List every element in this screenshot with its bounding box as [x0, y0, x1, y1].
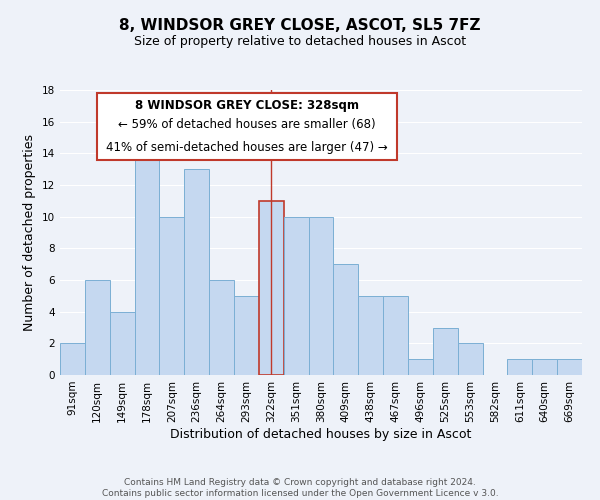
Bar [259, 201, 284, 375]
Bar [85, 280, 110, 375]
Bar [557, 359, 582, 375]
Bar [308, 216, 334, 375]
Text: Contains HM Land Registry data © Crown copyright and database right 2024.
Contai: Contains HM Land Registry data © Crown c… [101, 478, 499, 498]
Text: 8 WINDSOR GREY CLOSE: 328sqm: 8 WINDSOR GREY CLOSE: 328sqm [134, 98, 359, 112]
Bar [184, 169, 209, 375]
Bar [383, 296, 408, 375]
Text: 41% of semi-detached houses are larger (47) →: 41% of semi-detached houses are larger (… [106, 142, 388, 154]
Text: 8, WINDSOR GREY CLOSE, ASCOT, SL5 7FZ: 8, WINDSOR GREY CLOSE, ASCOT, SL5 7FZ [119, 18, 481, 32]
Bar [160, 216, 184, 375]
FancyBboxPatch shape [97, 93, 397, 160]
Bar [234, 296, 259, 375]
Bar [408, 359, 433, 375]
Text: Size of property relative to detached houses in Ascot: Size of property relative to detached ho… [134, 35, 466, 48]
Bar [134, 138, 160, 375]
Bar [209, 280, 234, 375]
Bar [433, 328, 458, 375]
Bar [334, 264, 358, 375]
Y-axis label: Number of detached properties: Number of detached properties [23, 134, 37, 331]
Bar [358, 296, 383, 375]
Bar [284, 216, 308, 375]
X-axis label: Distribution of detached houses by size in Ascot: Distribution of detached houses by size … [170, 428, 472, 440]
Bar [110, 312, 134, 375]
Bar [532, 359, 557, 375]
Bar [508, 359, 532, 375]
Text: ← 59% of detached houses are smaller (68): ← 59% of detached houses are smaller (68… [118, 118, 376, 131]
Bar [60, 344, 85, 375]
Bar [458, 344, 482, 375]
